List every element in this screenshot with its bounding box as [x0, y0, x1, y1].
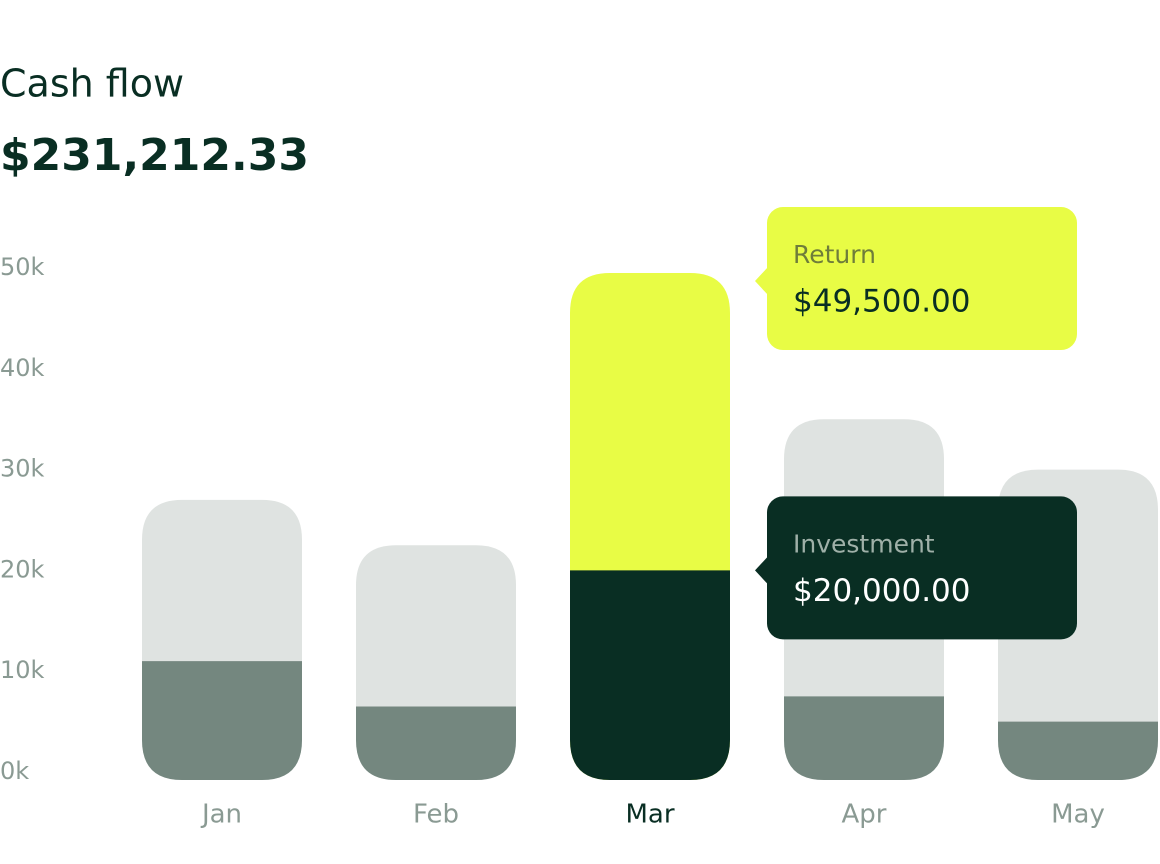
x-tick-label: Feb — [413, 800, 459, 830]
tooltip-value: $49,500.00 — [793, 284, 971, 320]
tooltip-name: Return — [793, 240, 876, 269]
y-tick-label: 30k — [0, 455, 45, 483]
bar-investment — [784, 696, 944, 780]
tooltip — [767, 496, 1077, 640]
tooltip-name: Investment — [793, 529, 935, 558]
bar-investment — [570, 570, 730, 780]
x-tick-label: Mar — [625, 800, 674, 830]
bar-investment — [998, 721, 1158, 780]
y-tick-label: 40k — [0, 354, 45, 382]
x-tick-label: Jan — [200, 800, 242, 830]
x-tick-label: Apr — [842, 800, 887, 830]
tooltip — [767, 207, 1077, 351]
chart-subtitle: $231,212.33 — [0, 130, 309, 181]
bar-investment — [356, 706, 516, 780]
tooltip-value: $20,000.00 — [793, 573, 971, 609]
bar-investment — [142, 661, 302, 780]
x-tick-label: May — [1051, 800, 1105, 830]
y-tick-label: 0k — [0, 757, 29, 785]
chart-title: Cash flow — [0, 62, 184, 106]
y-tick-label: 10k — [0, 656, 45, 684]
y-tick-label: 50k — [0, 253, 45, 281]
y-tick-label: 20k — [0, 555, 45, 583]
tooltip-pointer — [755, 556, 768, 585]
tooltip-pointer — [755, 267, 768, 296]
